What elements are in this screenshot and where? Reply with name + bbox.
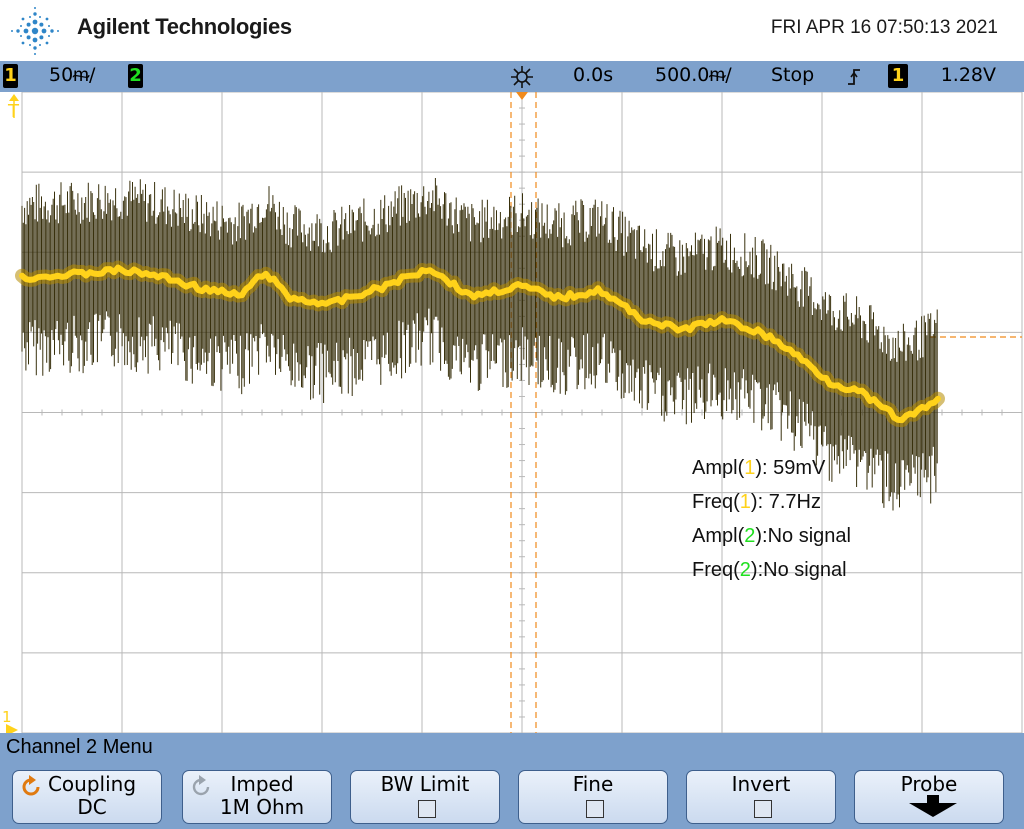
menu-title: Channel 2 Menu (6, 736, 153, 758)
bw-limit-checkbox[interactable] (418, 800, 436, 818)
coupling-softkey[interactable]: Coupling DC (12, 770, 162, 824)
date-time-readout: FRI APR 16 07:50:13 2021 (770, 17, 998, 38)
trigger-level-marker[interactable]: T (7, 94, 20, 122)
time-reference-icon (511, 66, 533, 88)
softkey-menu: Channel 2 Menu Coupling DC Imped 1M Ohm … (0, 733, 1024, 829)
fine-softkey[interactable]: Fine (518, 770, 668, 824)
time-delay[interactable]: 0.0s (573, 64, 614, 86)
channel-1-ground-label: 1 (2, 708, 12, 726)
impedance-value: 1M Ohm (219, 795, 305, 819)
cycle-arrow-icon (22, 775, 40, 796)
cycle-arrow-icon (192, 775, 210, 796)
status-bar: 1 50ᵯ/ 2 0.0s 500.0ᵯ/ Stop 1 1.28V (0, 61, 1024, 92)
probe-label: Probe (900, 772, 958, 796)
measurement-ampl-ch2: Ampl(2):No signal (692, 525, 851, 547)
run-state: Stop (771, 64, 815, 86)
time-scale[interactable]: 500.0ᵯ/ (655, 64, 732, 86)
invert-checkbox[interactable] (754, 800, 772, 818)
channel-2-badge[interactable]: 2 (128, 64, 143, 88)
impedance-softkey[interactable]: Imped 1M Ohm (182, 770, 332, 824)
channel-1-scale[interactable]: 50ᵯ/ (49, 64, 96, 86)
waveform-display[interactable]: T 1 Ampl(1): 59mV Freq(1): 7.7Hz Ampl(2)… (0, 92, 1024, 733)
invert-label: Invert (731, 772, 791, 796)
channel-1-trace (19, 264, 941, 424)
coupling-value: DC (77, 795, 107, 819)
down-arrow-icon (909, 795, 957, 817)
measurement-ampl-ch1: Ampl(1): 59mV (692, 457, 826, 479)
trigger-channel-badge[interactable]: 1 (888, 64, 908, 88)
bw-limit-label: BW Limit (380, 772, 470, 796)
probe-softkey[interactable]: Probe (854, 770, 1004, 824)
graticule: T 1 (2, 92, 1023, 733)
measurement-freq-ch2: Freq(2):No signal (692, 559, 847, 581)
coupling-label: Coupling (47, 772, 137, 796)
brand-name: Agilent Technologies (77, 14, 292, 39)
measurement-freq-ch1: Freq(1): 7.7Hz (692, 491, 821, 513)
fine-label: Fine (572, 772, 614, 796)
channel-1-badge[interactable]: 1 (3, 64, 18, 88)
measurement-readouts: Ampl(1): 59mV Freq(1): 7.7Hz Ampl(2):No … (692, 451, 851, 587)
trigger-level[interactable]: 1.28V (940, 64, 996, 86)
impedance-label: Imped (230, 772, 294, 796)
rising-edge-icon (848, 69, 860, 85)
agilent-spark-icon (11, 7, 59, 55)
brand-header: Agilent Technologies FRI APR 16 07:50:13… (0, 0, 1024, 61)
trigger-position-marker[interactable] (516, 92, 528, 100)
invert-softkey[interactable]: Invert (686, 770, 836, 824)
channel-1-ground-marker[interactable]: 1 (2, 708, 18, 733)
fine-checkbox[interactable] (586, 800, 604, 818)
bw-limit-softkey[interactable]: BW Limit (350, 770, 500, 824)
time-cursors[interactable] (510, 92, 537, 733)
